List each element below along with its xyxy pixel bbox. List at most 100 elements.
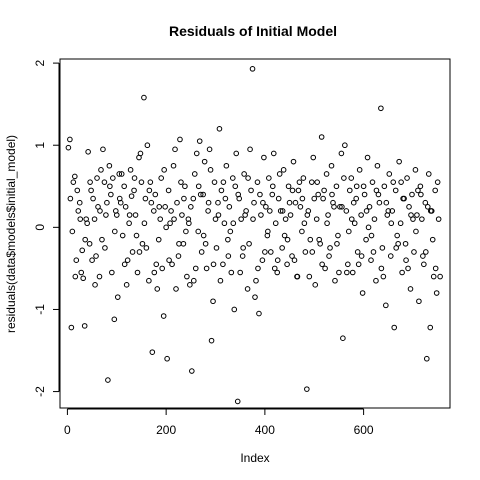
data-point: [225, 236, 231, 243]
chart-title: Residuals of Initial Model: [169, 23, 337, 39]
data-point: [252, 294, 258, 300]
data-point: [146, 187, 153, 194]
data-point: [296, 179, 303, 185]
data-point: [227, 228, 234, 235]
data-point: [82, 236, 88, 243]
data-point: [132, 212, 139, 218]
data-point: [220, 261, 226, 268]
data-point: [139, 240, 146, 247]
data-point: [320, 195, 326, 202]
data-point: [346, 187, 353, 194]
data-point: [188, 204, 194, 210]
data-point: [304, 386, 310, 392]
data-point: [329, 191, 335, 198]
data-point: [328, 162, 335, 169]
data-point: [312, 282, 319, 288]
data-point: [407, 286, 414, 292]
data-point: [386, 171, 393, 177]
data-point: [279, 245, 285, 251]
data-point: [285, 183, 292, 190]
data-point: [195, 183, 202, 190]
data-point: [412, 167, 419, 173]
data-point: [210, 298, 216, 305]
data-point: [116, 171, 123, 177]
data-point: [72, 273, 79, 280]
data-point: [173, 286, 179, 292]
data-point: [181, 195, 187, 202]
data-point: [300, 175, 307, 181]
data-point: [358, 212, 364, 218]
data-point: [248, 187, 254, 194]
data-point: [374, 162, 381, 169]
data-point: [405, 265, 411, 272]
data-point: [89, 257, 95, 263]
data-point: [78, 269, 85, 276]
data-point: [308, 179, 315, 185]
data-point: [391, 324, 398, 331]
data-point: [65, 144, 72, 151]
data-point: [343, 208, 350, 214]
data-point: [240, 245, 246, 251]
data-point: [325, 212, 331, 218]
data-point: [416, 298, 422, 305]
data-point: [373, 187, 380, 194]
data-point: [289, 187, 296, 194]
data-point: [172, 146, 178, 153]
data-point: [400, 195, 406, 202]
data-point: [277, 208, 284, 214]
data-points: [65, 66, 443, 405]
data-point: [197, 191, 204, 198]
data-point: [220, 179, 227, 185]
data-point: [265, 228, 271, 235]
data-point: [314, 179, 321, 185]
plot-area: [59, 58, 451, 409]
y-axis-label: residuals(data$models$initial_model): [4, 135, 18, 333]
data-point: [246, 240, 252, 247]
data-point: [142, 195, 149, 202]
data-point: [327, 245, 333, 251]
y-axis: -2 -1 0 1 2: [33, 59, 60, 397]
data-point: [216, 126, 223, 132]
data-point: [201, 158, 208, 165]
data-point: [103, 212, 109, 218]
data-point: [267, 249, 274, 255]
data-point: [189, 368, 195, 374]
data-point: [396, 158, 402, 165]
data-point: [80, 275, 87, 282]
data-point: [110, 175, 116, 181]
data-point: [244, 286, 251, 292]
data-point: [121, 261, 128, 268]
y-tick-label: 0: [33, 224, 47, 231]
data-point: [257, 191, 263, 198]
data-point: [326, 253, 332, 259]
data-point: [409, 191, 415, 198]
data-point: [333, 183, 340, 190]
data-point: [69, 228, 76, 235]
data-point: [90, 195, 96, 202]
data-point: [378, 265, 385, 272]
data-point: [250, 216, 256, 222]
data-point: [165, 187, 172, 194]
data-point: [146, 277, 152, 284]
data-point: [121, 183, 127, 190]
data-point: [267, 208, 273, 214]
data-point: [399, 269, 405, 276]
data-point: [323, 171, 330, 177]
data-point: [383, 199, 390, 206]
data-point: [424, 204, 431, 210]
data-point: [345, 261, 351, 268]
data-point: [202, 240, 209, 247]
data-point: [422, 199, 429, 206]
data-point: [251, 199, 257, 206]
data-point: [418, 191, 424, 198]
data-point: [437, 273, 443, 280]
data-point: [394, 232, 400, 239]
data-point: [113, 212, 120, 218]
data-point: [105, 377, 111, 383]
data-point: [191, 171, 198, 177]
data-point: [286, 199, 293, 206]
data-point: [123, 282, 130, 288]
data-point: [174, 199, 180, 206]
data-point: [280, 167, 287, 173]
data-point: [256, 310, 262, 317]
